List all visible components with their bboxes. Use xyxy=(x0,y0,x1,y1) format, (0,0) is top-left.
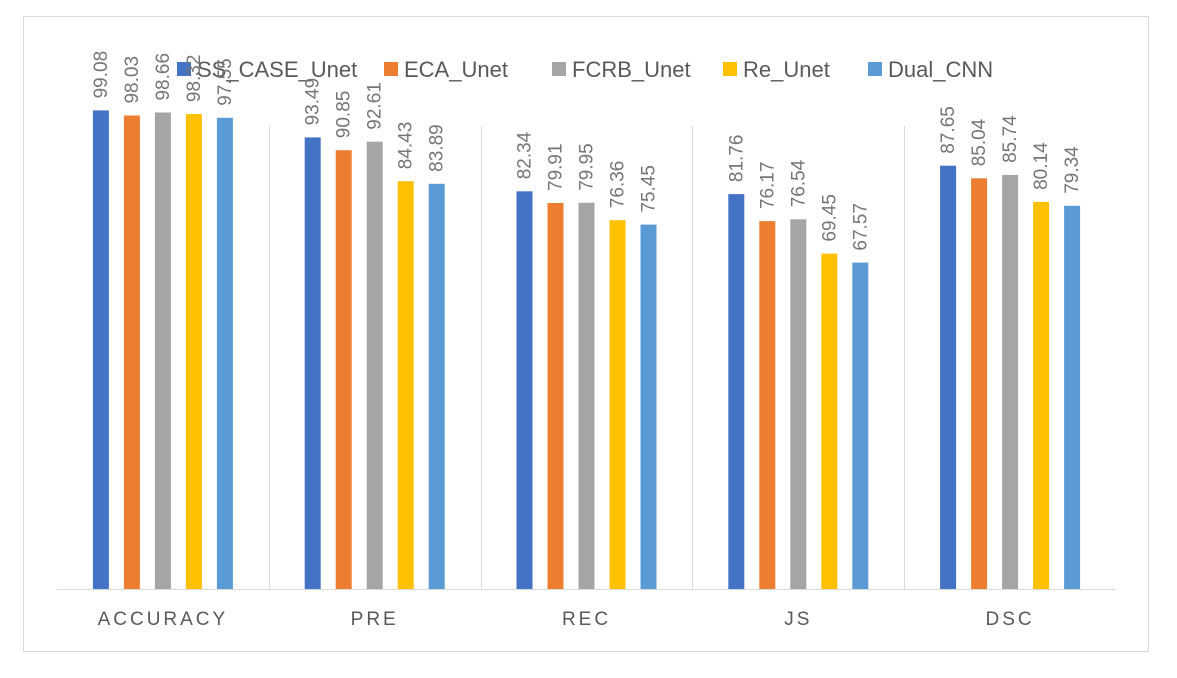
data-label-accuracy-4: 97.55 xyxy=(215,58,236,106)
bar-accuracy-1 xyxy=(123,115,140,589)
legend-swatch-4 xyxy=(868,62,882,76)
legend-label-0: SS_CASE_Unet xyxy=(197,57,357,82)
data-label-rec-1: 79.91 xyxy=(546,143,567,191)
data-labels: 99.08 98.03 98.66 98.32 97.55 93.49 90.85 92.61… xyxy=(91,51,1083,251)
bar-dsc-2 xyxy=(1002,174,1019,589)
data-label-accuracy-2: 98.66 xyxy=(153,53,174,101)
bar-rec-3 xyxy=(609,220,626,589)
data-label-accuracy-3: 98.32 xyxy=(184,55,205,103)
data-label-js-3: 69.45 xyxy=(819,194,840,242)
data-label-rec-4: 75.45 xyxy=(639,165,660,213)
bar-accuracy-2 xyxy=(154,112,171,589)
bar-pre-3 xyxy=(397,181,414,589)
bar-pre-0 xyxy=(304,137,321,589)
bar-rec-0 xyxy=(516,191,533,590)
data-label-rec-0: 82.34 xyxy=(515,131,536,179)
category-label-pre: PRE xyxy=(351,609,399,630)
category-label-js: JS xyxy=(784,609,812,630)
data-label-pre-1: 90.85 xyxy=(334,91,355,139)
bar-dsc-3 xyxy=(1033,201,1050,589)
data-label-dsc-2: 85.74 xyxy=(1000,115,1021,163)
data-label-js-0: 81.76 xyxy=(726,135,747,183)
data-label-accuracy-0: 99.08 xyxy=(91,51,112,99)
data-label-js-2: 76.54 xyxy=(788,159,809,207)
data-label-pre-4: 83.89 xyxy=(427,124,448,172)
legend-swatch-2 xyxy=(552,62,566,76)
bars xyxy=(92,110,1081,590)
bar-js-2 xyxy=(790,219,807,590)
bar-js-4 xyxy=(852,262,869,589)
legend: SS_CASE_Unet ECA_Unet FCRB_Unet Re_Unet Dual… xyxy=(177,57,993,82)
bar-accuracy-0 xyxy=(92,110,109,590)
category-label-rec: REC xyxy=(562,609,611,630)
bar-accuracy-4 xyxy=(216,117,233,590)
data-label-js-4: 67.57 xyxy=(850,203,871,251)
legend-swatch-3 xyxy=(723,62,737,76)
data-label-accuracy-1: 98.03 xyxy=(122,56,143,104)
data-label-pre-3: 84.43 xyxy=(396,122,417,170)
data-label-rec-2: 79.95 xyxy=(577,143,598,191)
legend-label-3: Re_Unet xyxy=(743,57,830,82)
bar-dsc-1 xyxy=(971,178,988,590)
data-label-js-1: 76.17 xyxy=(757,162,778,210)
bar-dsc-4 xyxy=(1064,205,1081,590)
category-label-accuracy: ACCURACY xyxy=(98,609,229,630)
legend-label-2: FCRB_Unet xyxy=(572,57,691,82)
legend-label-1: ECA_Unet xyxy=(404,57,508,82)
legend-label-4: Dual_CNN xyxy=(888,57,993,82)
bar-rec-2 xyxy=(578,202,595,590)
data-label-dsc-0: 87.65 xyxy=(938,106,959,154)
bar-pre-2 xyxy=(366,141,383,589)
data-label-dsc-3: 80.14 xyxy=(1031,142,1052,190)
data-label-pre-0: 93.49 xyxy=(303,78,324,126)
bar-js-1 xyxy=(759,221,776,589)
bar-rec-1 xyxy=(547,203,564,589)
bar-pre-4 xyxy=(428,183,445,590)
bar-accuracy-3 xyxy=(185,114,202,589)
category-separators xyxy=(269,126,905,589)
legend-swatch-1 xyxy=(384,62,398,76)
bar-dsc-0 xyxy=(940,165,957,589)
data-label-dsc-4: 79.34 xyxy=(1062,146,1083,194)
data-label-pre-2: 92.61 xyxy=(365,82,386,130)
category-label-dsc: DSC xyxy=(986,609,1035,630)
bar-rec-4 xyxy=(640,224,657,589)
category-labels: ACCURACY PRE REC JS DSC xyxy=(98,609,1035,630)
data-label-rec-3: 76.36 xyxy=(608,161,629,209)
legend-swatch-0 xyxy=(177,62,191,76)
data-label-dsc-1: 85.04 xyxy=(969,118,990,166)
bar-js-3 xyxy=(821,253,838,589)
bar-js-0 xyxy=(728,194,745,589)
bar-pre-1 xyxy=(335,150,352,589)
